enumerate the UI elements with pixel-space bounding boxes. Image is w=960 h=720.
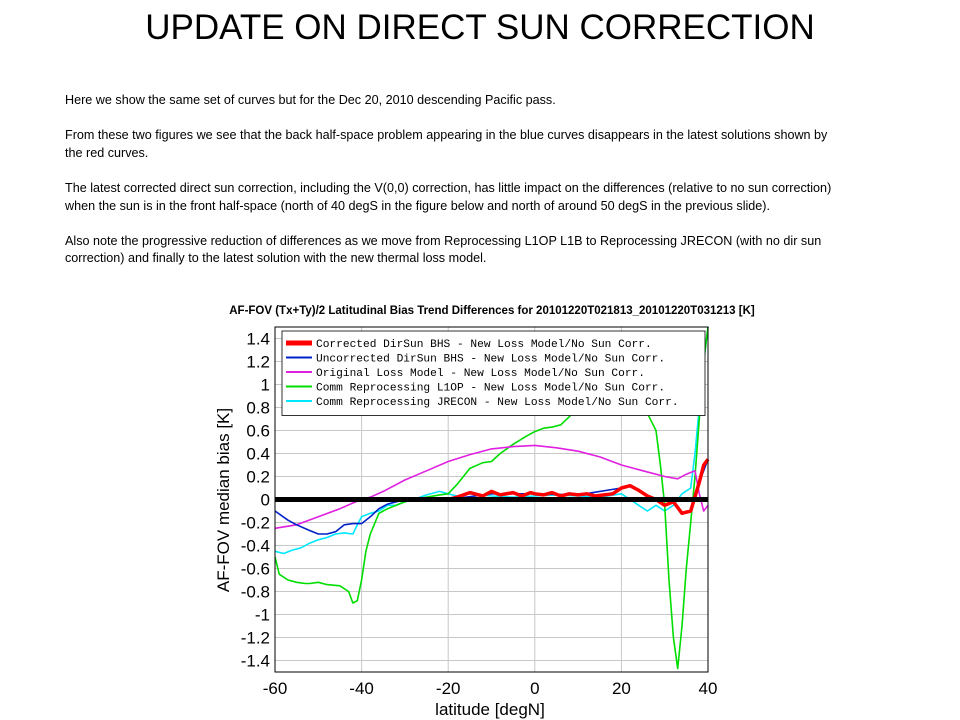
y-tick-label: -0.6 [241, 560, 270, 579]
x-tick-label: -20 [436, 679, 461, 698]
x-tick-label: 40 [699, 679, 718, 698]
y-tick-label: 0.4 [246, 445, 270, 464]
y-axis-label: AF-FOV median bias [K] [214, 408, 233, 592]
y-tick-label: -0.2 [241, 514, 270, 533]
tick-labels: -60 -40 -20 0 20 40 1.4 1.2 1 0.8 0.6 0.4 0.2 0 -0.2 -0… [241, 330, 718, 699]
slide-body: Here we show the same set of curves but … [65, 92, 835, 286]
y-tick-label: -1.2 [241, 629, 270, 648]
y-tick-label: 1.2 [246, 353, 270, 372]
legend-label: Comm Reprocessing L1OP - New Loss Model/… [316, 383, 665, 395]
y-tick-label: 1 [261, 376, 270, 395]
series-line [274, 444, 709, 530]
legend-label: Uncorrected DirSun BHS - New Loss Model/… [316, 354, 665, 366]
body-paragraph: Also note the progressive reduction of d… [65, 233, 822, 266]
slide-title: UPDATE ON DIRECT SUN CORRECTION [145, 8, 815, 47]
x-tick-label: -60 [263, 679, 288, 698]
y-tick-label: 0.6 [246, 422, 270, 441]
series-line [275, 458, 710, 516]
x-axis-label: latitude [degN] [435, 700, 545, 719]
x-tick-label: -40 [349, 679, 374, 698]
series-lines [274, 326, 710, 670]
y-tick-label: 0 [261, 491, 270, 510]
legend-label: Corrected DirSun BHS - New Loss Model/No… [316, 339, 652, 351]
y-tick-label: -0.4 [241, 537, 270, 556]
body-paragraph: From these two figures we see that the b… [65, 128, 828, 160]
x-tick-label: 20 [612, 679, 631, 698]
body-paragraph: Here we show the same set of curves but … [65, 93, 556, 107]
y-tick-label: 1.4 [246, 330, 270, 349]
body-paragraph: The latest corrected direct sun correcti… [65, 180, 832, 213]
legend-label: Original Loss Model - New Loss Model/No … [316, 368, 645, 380]
chart-title: AF-FOV (Tx+Ty)/2 Latitudinal Bias Trend … [229, 305, 755, 317]
y-tick-label: -1 [255, 606, 270, 625]
series-line [274, 326, 709, 670]
legend: Corrected DirSun BHS - New Loss Model/No… [281, 330, 706, 416]
x-tick-label: 0 [530, 679, 539, 698]
plot-frame [274, 326, 709, 673]
legend-box [281, 330, 706, 416]
y-tick-label: -1.4 [241, 652, 270, 671]
y-tick-label: 0.2 [246, 468, 270, 487]
y-tick-label: 0.8 [246, 399, 270, 418]
legend-label: Comm Reprocessing JRECON - New Loss Mode… [316, 397, 679, 409]
y-tick-label: -0.8 [241, 583, 270, 602]
